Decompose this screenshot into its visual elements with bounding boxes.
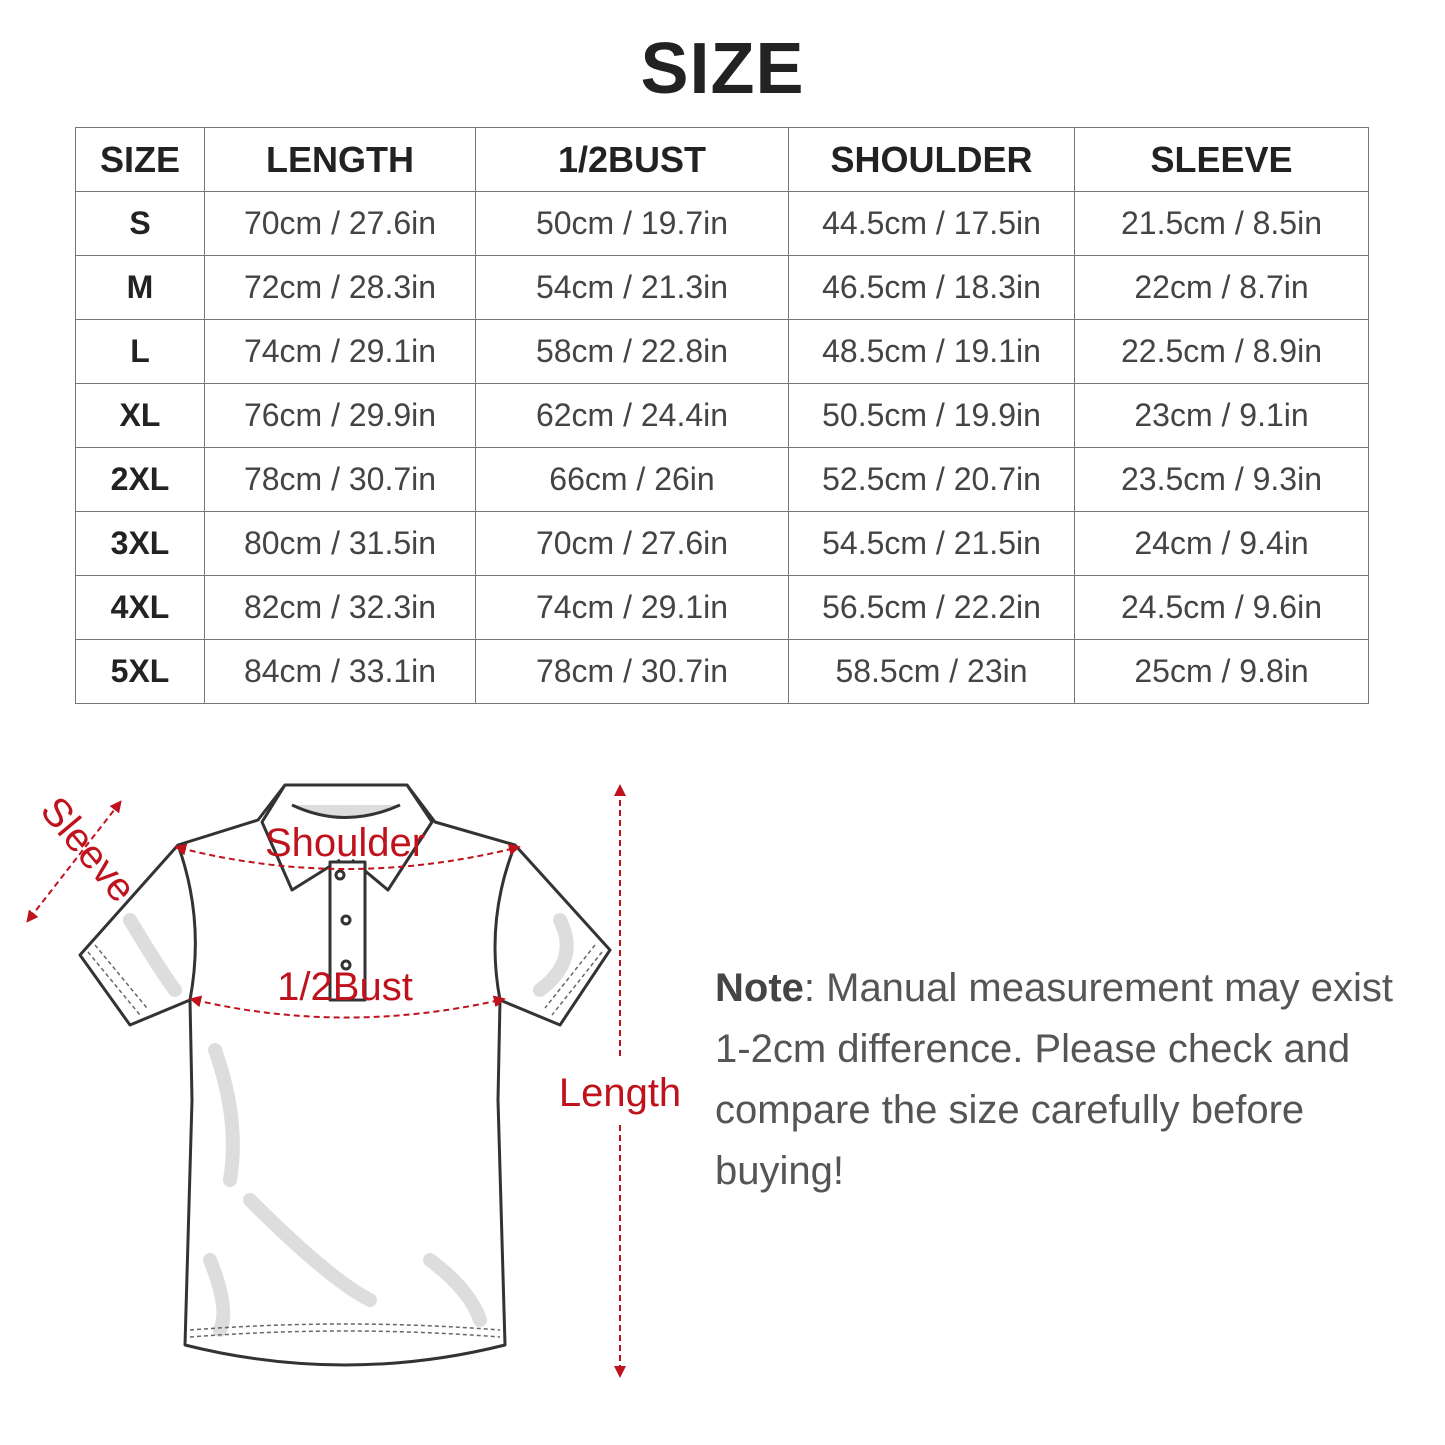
- size-table: SIZE LENGTH 1/2BUST SHOULDER SLEEVE S 70cm / …: [75, 127, 1369, 704]
- shoulder-arrow: [174, 843, 521, 870]
- table-row: 5XL 84cm / 33.1in 78cm / 30.7in 58.5cm / 23…: [75, 639, 1369, 704]
- measurement-cell: 72cm / 28.3in: [204, 255, 476, 320]
- note-label: Note: [715, 966, 804, 1010]
- measurement-cell: 46.5cm / 18.3in: [788, 255, 1075, 320]
- measurement-cell: 22cm / 8.7in: [1074, 255, 1369, 320]
- table-row: S 70cm / 27.6in 50cm / 19.7in 44.5cm / 17.5…: [75, 191, 1369, 256]
- sleeve-label: Sleeve: [32, 789, 144, 911]
- table-row: M 72cm / 28.3in 54cm / 21.3in 46.5cm / 18.3…: [75, 255, 1369, 320]
- fabric-shading: [123, 913, 574, 1337]
- measurement-lines: [26, 784, 626, 1378]
- measurement-cell: 76cm / 29.9in: [204, 383, 476, 448]
- measurement-cell: 78cm / 30.7in: [204, 447, 476, 512]
- measurement-cell: 50.5cm / 19.9in: [788, 383, 1075, 448]
- measurement-cell: 62cm / 24.4in: [475, 383, 789, 448]
- size-cell: M: [75, 255, 205, 320]
- column-header: SLEEVE: [1074, 127, 1369, 192]
- polo-shirt-outline: [78, 783, 612, 1367]
- measurement-cell: 74cm / 29.1in: [475, 575, 789, 640]
- note-text: Note: Manual measurement may exist 1-2cm…: [715, 958, 1395, 1202]
- column-header: SIZE: [75, 127, 205, 192]
- measurement-cell: 52.5cm / 20.7in: [788, 447, 1075, 512]
- column-header: SHOULDER: [788, 127, 1075, 192]
- note-body: : Manual measurement may exist 1-2cm dif…: [715, 966, 1394, 1193]
- table-row: L 74cm / 29.1in 58cm / 22.8in 48.5cm / 19.1…: [75, 319, 1369, 384]
- measurement-cell: 80cm / 31.5in: [204, 511, 476, 576]
- size-cell: 2XL: [75, 447, 205, 512]
- length-label: Length: [559, 1071, 681, 1115]
- measurement-cell: 48.5cm / 19.1in: [788, 319, 1075, 384]
- size-cell: 5XL: [75, 639, 205, 704]
- measurement-cell: 50cm / 19.7in: [475, 191, 789, 256]
- measurement-cell: 66cm / 26in: [475, 447, 789, 512]
- bust-label: 1/2Bust: [277, 965, 413, 1009]
- measurement-cell: 54.5cm / 21.5in: [788, 511, 1075, 576]
- measurement-cell: 84cm / 33.1in: [204, 639, 476, 704]
- measurement-cell: 58.5cm / 23in: [788, 639, 1075, 704]
- measurement-cell: 54cm / 21.3in: [475, 255, 789, 320]
- shoulder-label: Shoulder: [265, 821, 425, 865]
- seam-stitches: [87, 944, 603, 1338]
- table-row: 3XL 80cm / 31.5in 70cm / 27.6in 54.5cm / 21…: [75, 511, 1369, 576]
- measurement-cell: 23cm / 9.1in: [1074, 383, 1369, 448]
- table-header-row: SIZE LENGTH 1/2BUST SHOULDER SLEEVE: [75, 127, 1369, 192]
- bust-arrow: [189, 995, 506, 1019]
- measurement-cell: 21.5cm / 8.5in: [1074, 191, 1369, 256]
- size-cell: S: [75, 191, 205, 256]
- measurement-cell: 82cm / 32.3in: [204, 575, 476, 640]
- measurement-cell: 23.5cm / 9.3in: [1074, 447, 1369, 512]
- measurement-cell: 22.5cm / 8.9in: [1074, 319, 1369, 384]
- measurement-cell: 70cm / 27.6in: [475, 511, 789, 576]
- measurement-cell: 25cm / 9.8in: [1074, 639, 1369, 704]
- measurement-cell: 24cm / 9.4in: [1074, 511, 1369, 576]
- size-cell: L: [75, 319, 205, 384]
- measurement-cell: 78cm / 30.7in: [475, 639, 789, 704]
- page-title: SIZE: [640, 29, 805, 109]
- measurement-cell: 58cm / 22.8in: [475, 319, 789, 384]
- measurement-cell: 74cm / 29.1in: [204, 319, 476, 384]
- measurement-cell: 24.5cm / 9.6in: [1074, 575, 1369, 640]
- size-cell: 3XL: [75, 511, 205, 576]
- sleeve-arrow: [26, 800, 122, 923]
- table-row: 2XL 78cm / 30.7in 66cm / 26in 52.5cm / 20.7…: [75, 447, 1369, 512]
- column-header: 1/2BUST: [475, 127, 789, 192]
- table-row: XL 76cm / 29.9in 62cm / 24.4in 50.5cm / 19.…: [75, 383, 1369, 448]
- measurement-cell: 70cm / 27.6in: [204, 191, 476, 256]
- size-cell: 4XL: [75, 575, 205, 640]
